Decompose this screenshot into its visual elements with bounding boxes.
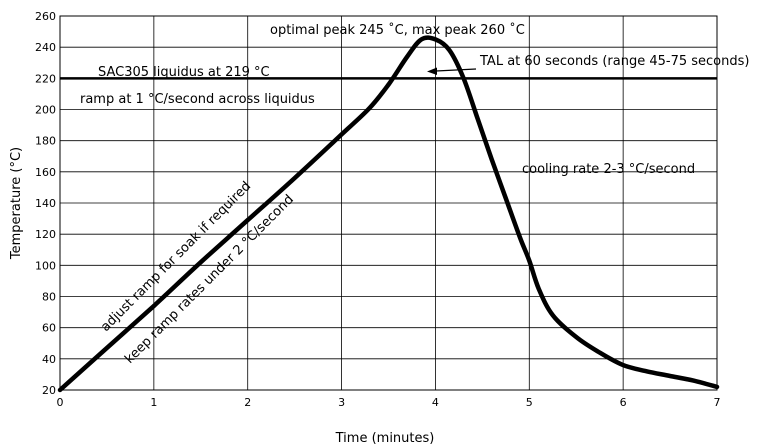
y-tick-label: 120 <box>35 228 56 241</box>
y-tick-label: 40 <box>42 353 56 366</box>
x-tick-label: 2 <box>244 396 251 409</box>
y-axis-ticks: 20 40 60 80 100 120 140 160 180 200 220 240 260 <box>35 10 56 397</box>
y-tick-label: 200 <box>35 104 56 117</box>
y-tick-label: 160 <box>35 166 56 179</box>
annotation-liquidus: SAC305 liquidus at 219 °C <box>98 65 270 80</box>
x-tick-label: 6 <box>620 396 627 409</box>
y-tick-label: 60 <box>42 322 56 335</box>
y-tick-label: 20 <box>42 384 56 397</box>
x-tick-label: 1 <box>150 396 157 409</box>
x-tick-label: 0 <box>57 396 64 409</box>
y-tick-label: 180 <box>35 135 56 148</box>
y-tick-label: 260 <box>35 10 56 23</box>
plot-frame <box>59 15 718 391</box>
annotation-ramp-liquidus: ramp at 1 °C/second across liquidus <box>80 92 315 107</box>
annotation-tal: TAL at 60 seconds (range 45-75 seconds) <box>479 54 749 69</box>
annotation-peak: optimal peak 245 ˚C, max peak 260 ˚C <box>270 22 525 38</box>
y-axis-label: Temperature (°C) <box>9 147 24 260</box>
tal-arrow-head <box>427 67 437 75</box>
x-tick-label: 3 <box>338 396 345 409</box>
annotation-cooling: cooling rate 2-3 °C/second <box>522 162 695 177</box>
temperature-profile-line <box>57 35 720 393</box>
y-tick-label: 80 <box>42 291 56 304</box>
x-tick-label: 4 <box>432 396 439 409</box>
x-tick-label: 7 <box>714 396 721 409</box>
y-tick-label: 220 <box>35 72 56 85</box>
y-tick-label: 140 <box>35 197 56 210</box>
x-axis-ticks: 0 1 2 3 4 5 6 7 <box>57 396 721 409</box>
y-tick-label: 240 <box>35 41 56 54</box>
y-tick-label: 100 <box>35 259 56 272</box>
tal-arrow-line <box>435 68 477 72</box>
x-axis-label: Time (minutes) <box>335 431 435 446</box>
x-tick-label: 5 <box>526 396 533 409</box>
